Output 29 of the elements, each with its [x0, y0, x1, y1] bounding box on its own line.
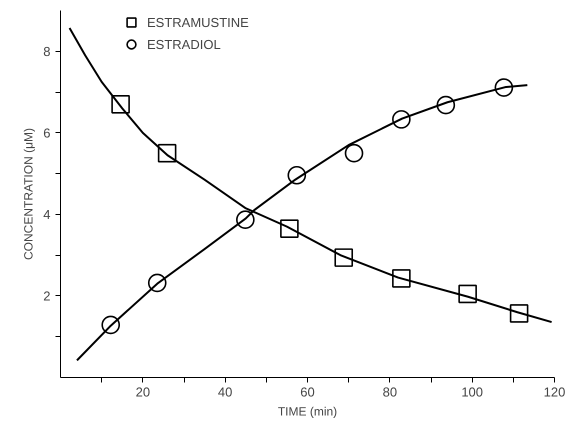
x-axis-title: TIME (min): [278, 404, 338, 418]
point: [287, 166, 306, 185]
point: [458, 284, 477, 304]
point: [101, 316, 120, 334]
legend-label: ESTRAMUSTINE: [147, 14, 249, 30]
point: [280, 219, 299, 238]
y-tick-label: 6: [43, 125, 51, 140]
point: [510, 304, 528, 323]
point: [494, 78, 514, 97]
y-tick-label: 2: [43, 288, 51, 304]
x-tick-label: 120: [544, 384, 566, 400]
point: [392, 110, 411, 129]
x-tick-label: 100: [461, 384, 484, 400]
x-tick-label: 20: [136, 384, 150, 400]
y-tick-label: 4: [43, 206, 51, 222]
point: [236, 210, 255, 229]
point: [392, 269, 411, 288]
x-tick-label: 40: [218, 384, 232, 400]
x-tick-label: 60: [300, 384, 315, 400]
point: [111, 94, 130, 114]
point: [148, 274, 167, 292]
point: [334, 248, 354, 267]
point: [158, 144, 176, 163]
y-axis-title: CONCENTRATION (μM): [21, 128, 36, 260]
point: [436, 96, 456, 114]
y-tick-label: 8: [43, 44, 51, 59]
point: [344, 144, 364, 163]
legend-label: ESTRADIOL: [147, 36, 221, 52]
x-tick-label: 80: [382, 384, 398, 400]
